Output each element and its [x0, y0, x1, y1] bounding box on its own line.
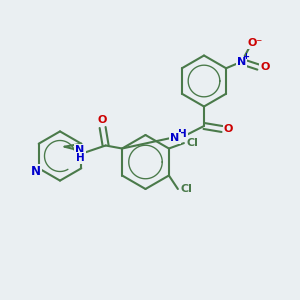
- Text: N: N: [31, 165, 41, 178]
- Text: H: H: [178, 129, 187, 139]
- Text: O⁻: O⁻: [248, 38, 263, 48]
- Text: N: N: [170, 133, 179, 143]
- Text: Cl: Cl: [186, 138, 198, 148]
- Text: +: +: [242, 52, 249, 61]
- Text: Cl: Cl: [180, 184, 192, 194]
- Text: O: O: [224, 124, 233, 134]
- Text: O: O: [98, 115, 107, 125]
- Text: N: N: [76, 145, 85, 155]
- Text: O: O: [260, 62, 269, 72]
- Text: H: H: [76, 153, 85, 163]
- Text: N: N: [237, 57, 246, 67]
